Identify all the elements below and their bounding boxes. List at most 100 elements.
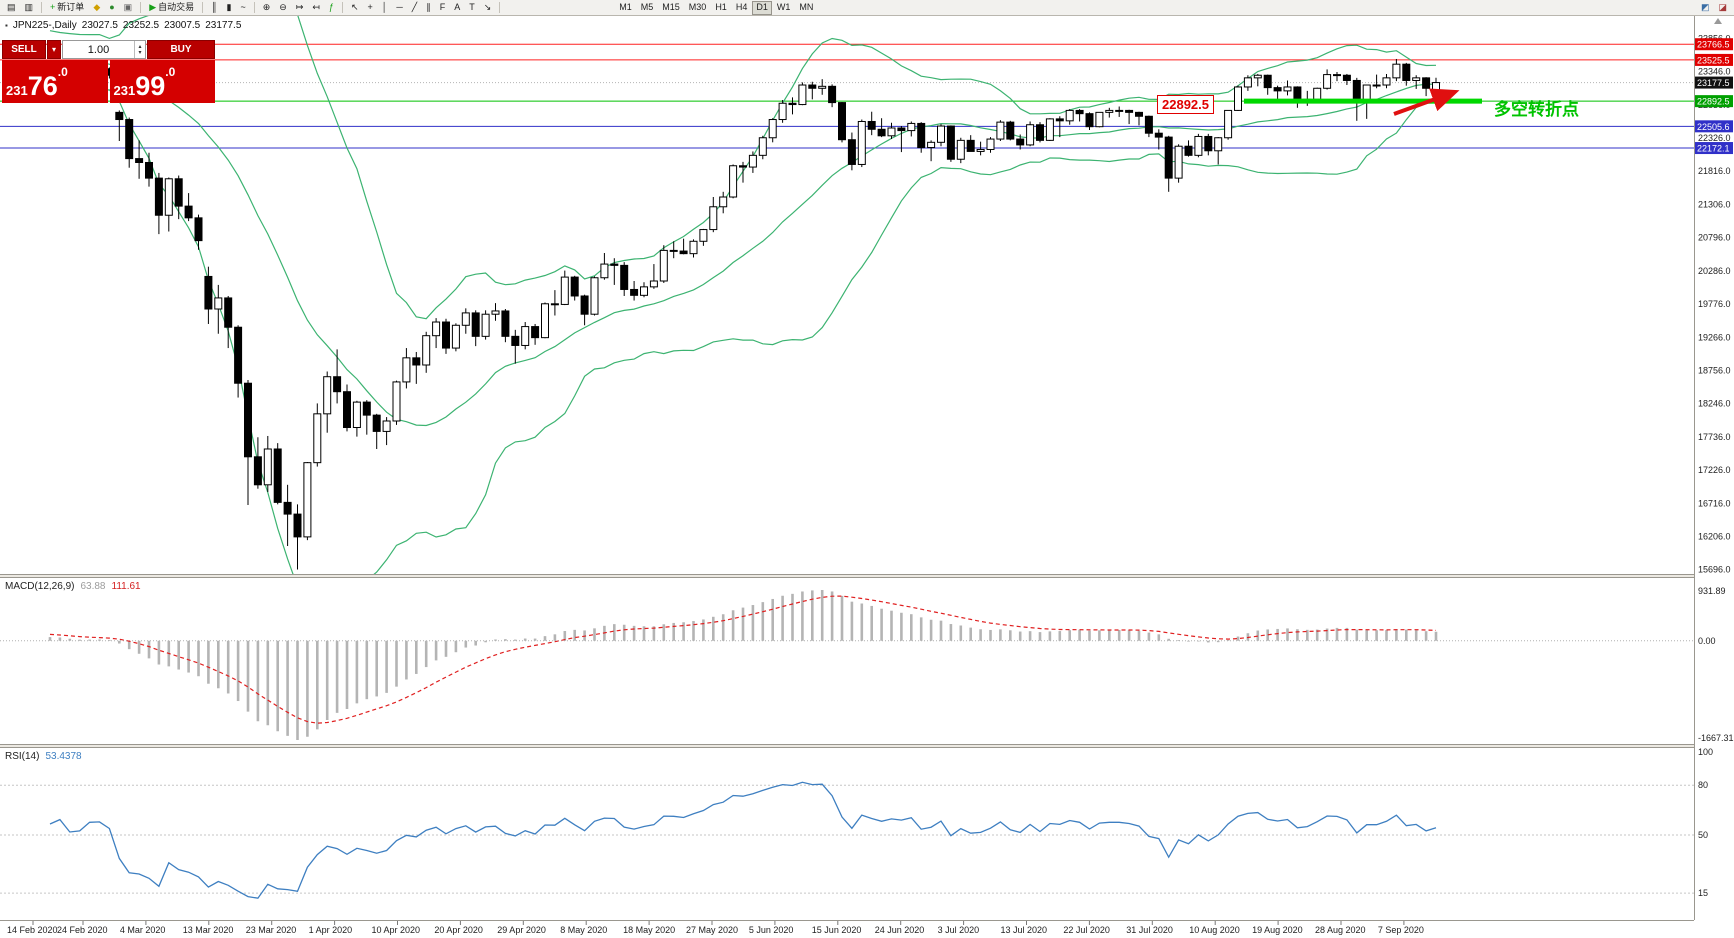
rsi-line <box>49 781 1437 899</box>
crosshair-button[interactable]: + <box>363 1 376 15</box>
price-tag <box>1695 38 1733 51</box>
zoom-in-button[interactable]: ⊕ <box>259 1 275 15</box>
channel-button[interactable]: ∥ <box>422 1 435 15</box>
svg-text:13 Mar 2020: 13 Mar 2020 <box>183 925 234 935</box>
chart-window-icon: ▤ <box>7 2 16 12</box>
svg-text:21816.0: 21816.0 <box>1698 166 1731 176</box>
horizontal-line-button[interactable]: ─ <box>392 1 406 15</box>
market-watch-button[interactable]: ◆ <box>89 1 104 15</box>
timeframe-mn-label: MN <box>799 2 814 12</box>
label-button[interactable]: T <box>465 1 479 15</box>
svg-text:16716.0: 16716.0 <box>1698 498 1731 508</box>
one-click-trading-widget: SELL ▾ 1.00 ▴ ▾ BUY 231 76.0 231 99.0 <box>2 40 215 103</box>
options-button[interactable]: ◪ <box>1714 1 1731 15</box>
spinner-up-icon[interactable]: ▴ <box>138 43 142 50</box>
order-type-dropdown[interactable]: ▾ <box>47 40 61 59</box>
text-button[interactable]: A <box>450 1 464 15</box>
trendline-button[interactable]: ╱ <box>408 1 421 15</box>
up-arrow[interactable] <box>1393 88 1460 116</box>
svg-text:931.89: 931.89 <box>1698 586 1726 596</box>
svg-text:23346.0: 23346.0 <box>1698 67 1731 77</box>
market-watch-icon: ◆ <box>93 2 101 12</box>
sell-price-big-digits: 76 <box>27 70 58 101</box>
sell-price-button[interactable]: 231 76.0 <box>2 60 108 103</box>
macd-signal-value: 111.61 <box>111 581 141 592</box>
bar-chart-button[interactable]: ║ <box>207 1 221 15</box>
svg-text:7 Sep 2020: 7 Sep 2020 <box>1378 925 1424 935</box>
line-chart-button[interactable]: ~ <box>236 1 249 15</box>
lot-size-input[interactable]: 1.00 ▴ ▾ <box>62 40 146 59</box>
timeframe-d1[interactable]: D1 <box>752 0 772 15</box>
auto-trading-button[interactable]: ▶ 自动交易 <box>145 1 198 15</box>
timeframe-mn[interactable]: MN <box>795 1 817 15</box>
svg-text:28 Aug 2020: 28 Aug 2020 <box>1315 925 1366 935</box>
profiles-button[interactable]: ▥ <box>21 1 38 15</box>
candle-chart-button[interactable]: ▮ <box>223 1 236 15</box>
chart-shift-button[interactable]: ↤ <box>308 1 324 15</box>
turning-point-text[interactable]: 多空转折点 <box>1494 100 1579 119</box>
svg-text:14 Feb 2020: 14 Feb 2020 <box>7 925 58 935</box>
rsi-indicator <box>0 781 1694 899</box>
navigator-button[interactable]: ● <box>105 1 118 15</box>
timeframe-h1[interactable]: H1 <box>711 1 731 15</box>
timeframe-m1[interactable]: M1 <box>615 1 636 15</box>
svg-text:18756.0: 18756.0 <box>1698 365 1731 375</box>
support-price-label[interactable]: 22892.5 <box>1157 95 1214 114</box>
price-tag <box>1695 142 1733 155</box>
panel-splitter[interactable] <box>0 744 1734 748</box>
buy-button[interactable]: BUY <box>147 40 215 59</box>
timeframe-d1-label: D1 <box>756 2 768 12</box>
svg-text:15696.0: 15696.0 <box>1698 565 1731 575</box>
svg-text:19 Aug 2020: 19 Aug 2020 <box>1252 925 1303 935</box>
svg-text:23525.5: 23525.5 <box>1697 55 1730 65</box>
plus-icon: + <box>50 2 56 12</box>
terminal-button[interactable]: ▣ <box>120 1 137 15</box>
play-icon: ▶ <box>149 2 157 12</box>
time-axis[interactable]: 14 Feb 2020 24 Feb 2020 4 Mar 2020 13 Mar 2… <box>7 921 1424 935</box>
label-icon: T <box>469 2 475 12</box>
timeframe-h4[interactable]: H4 <box>732 1 752 15</box>
timeframe-w1[interactable]: W1 <box>773 1 795 15</box>
new-order-button-label: 新订单 <box>57 2 85 12</box>
price-tag <box>1695 76 1733 89</box>
low-value: 23007.5 <box>164 20 201 31</box>
fibonacci-button[interactable]: F <box>436 1 450 15</box>
symbol-timeframe: JPN225-,Daily <box>12 20 77 31</box>
open-value: 23027.5 <box>81 20 118 31</box>
svg-text:19266.0: 19266.0 <box>1698 332 1731 342</box>
new-order-button[interactable]: + 新订单 <box>46 1 88 15</box>
scroll-up-icon[interactable] <box>1714 18 1722 24</box>
price-axis[interactable]: 23856.023346.022836.022326.021816.021306… <box>1694 15 1734 938</box>
price-tag <box>1695 53 1733 66</box>
bars-icon: ║ <box>211 2 218 12</box>
timeframe-m30[interactable]: M30 <box>685 1 711 15</box>
timeframe-h1-label: H1 <box>715 2 727 12</box>
macd-histogram <box>48 590 1438 740</box>
sell-price-pip: .0 <box>57 65 68 79</box>
help-button[interactable]: ◩ <box>1697 1 1714 15</box>
panel-splitter[interactable] <box>0 574 1734 578</box>
svg-text:23 Mar 2020: 23 Mar 2020 <box>246 925 297 935</box>
toolbar-separator <box>140 2 142 13</box>
svg-text:3 Jul 2020: 3 Jul 2020 <box>938 925 980 935</box>
macd-header: MACD(12,26,9) 63.88 111.61 <box>5 581 141 592</box>
spinner-down-icon[interactable]: ▾ <box>138 49 142 56</box>
lot-spinner[interactable]: ▴ ▾ <box>134 41 145 58</box>
toolbar-separator <box>499 2 501 13</box>
auto-scroll-button[interactable]: ↦ <box>292 1 308 15</box>
new-chart-button[interactable]: ▤ <box>3 1 20 15</box>
price-tag <box>1695 95 1733 108</box>
zoom-out-button[interactable]: ⊖ <box>275 1 291 15</box>
timeframe-m15[interactable]: M15 <box>658 1 684 15</box>
sell-button[interactable]: SELL <box>2 40 46 59</box>
timeframe-m1-label: M1 <box>619 2 632 12</box>
buy-price-button[interactable]: 231 99.0 <box>109 60 215 103</box>
timeframe-w1-label: W1 <box>776 2 791 12</box>
timeframe-m5[interactable]: M5 <box>637 1 658 15</box>
crosshair-icon: + <box>367 2 373 12</box>
indicators-button[interactable]: ƒ <box>325 1 338 15</box>
cursor-button[interactable]: ↖ <box>347 1 363 15</box>
arrows-button[interactable]: ↘ <box>480 1 496 15</box>
chevron-down-icon: ▾ <box>51 45 56 54</box>
vertical-line-button[interactable]: │ <box>378 1 392 15</box>
